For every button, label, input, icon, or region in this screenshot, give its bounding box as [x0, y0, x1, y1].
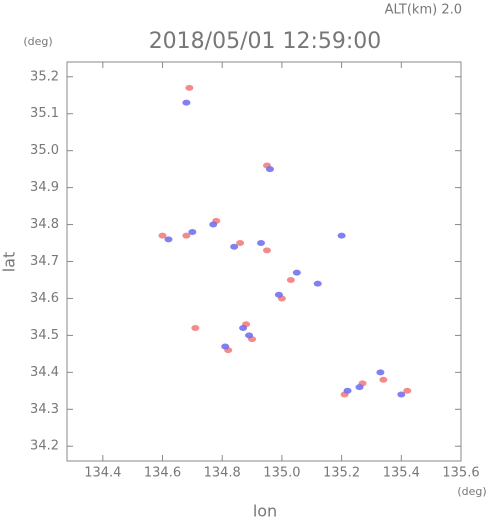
echo-point [257, 240, 266, 247]
y-tick-label: 34.7 [30, 254, 59, 269]
x-tick-label: 135.0 [263, 466, 300, 481]
echo-point [355, 384, 364, 391]
echo-point [337, 232, 346, 239]
x-tick-label: 135.6 [442, 466, 479, 481]
y-tick-label: 35.0 [30, 143, 59, 158]
y-tick-label: 35.2 [30, 69, 59, 84]
echo-point [313, 280, 322, 287]
y-tick-label: 35.1 [30, 106, 59, 121]
echo-point [188, 228, 197, 235]
plot-frame [66, 61, 462, 462]
y-tick-label: 34.2 [30, 439, 59, 454]
echo-point [230, 243, 239, 250]
y-tick-label: 34.3 [30, 402, 59, 417]
echo-point [265, 166, 274, 173]
x-unit: (deg) [457, 485, 486, 498]
echo-point [403, 387, 412, 394]
echo-point [286, 276, 295, 283]
header: ALT(km) 2.0 [385, 3, 462, 18]
x-tick-label: 134.6 [144, 466, 181, 481]
y-tick-label: 34.6 [30, 291, 59, 306]
y-tick-label: 34.5 [30, 328, 59, 343]
echo-point [343, 387, 352, 394]
echo-point [379, 376, 388, 383]
y-tick-label: 34.4 [30, 365, 59, 380]
x-tick-label: 135.2 [323, 466, 360, 481]
y-label: lat [0, 252, 19, 273]
echo-point [221, 343, 230, 350]
echo-point [185, 84, 194, 91]
echo-point [376, 369, 385, 376]
x-tick-label: 134.4 [84, 466, 121, 481]
echo-point [262, 247, 271, 254]
y-unit: (deg) [23, 35, 52, 48]
y-tick-label: 34.9 [30, 180, 59, 195]
echo-point [182, 232, 191, 239]
echo-point [164, 236, 173, 243]
echo-point [236, 240, 245, 247]
x-tick-label: 135.4 [383, 466, 420, 481]
x-tick-label: 134.8 [204, 466, 241, 481]
x-label: lon [253, 502, 277, 521]
echo-point [158, 232, 167, 239]
echo-point [182, 99, 191, 106]
echo-point [209, 221, 218, 228]
chart-title: 2018/05/01 12:59:00 [149, 29, 382, 54]
echo-point [292, 269, 301, 276]
y-tick-label: 34.8 [30, 217, 59, 232]
echo-point [239, 325, 248, 331]
echo-point [191, 325, 200, 331]
echo-point [274, 291, 283, 298]
echo-point [397, 391, 406, 398]
echo-point [245, 332, 254, 339]
